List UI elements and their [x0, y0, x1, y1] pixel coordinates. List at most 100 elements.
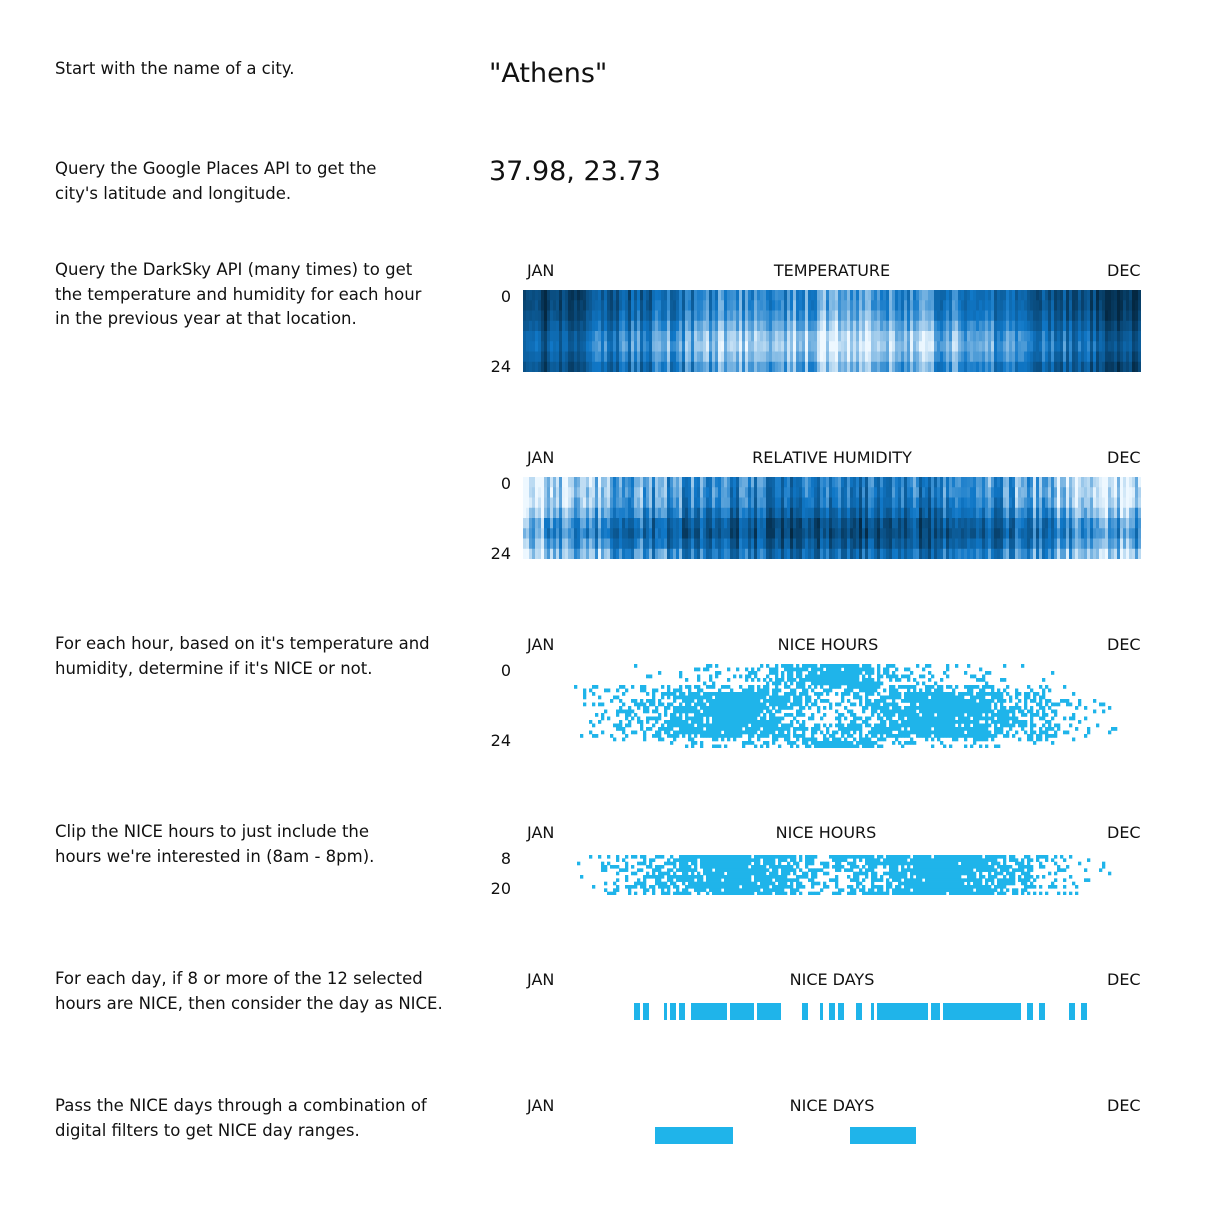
nice-hour-cell: [844, 737, 848, 742]
temperature-cell: [652, 331, 656, 342]
temperature-cell: [736, 361, 740, 372]
humidity-cell: [703, 538, 707, 550]
humidity-cell: [685, 538, 689, 550]
nice-hour-cell: [790, 702, 794, 707]
humidity-cell: [898, 477, 902, 488]
nice-hour-cell: [640, 723, 644, 728]
temperature-cell: [979, 341, 983, 352]
humidity-cell: [652, 487, 656, 498]
humidity-cell: [1123, 518, 1127, 529]
temperature-cell: [985, 320, 989, 332]
humidity-cell: [898, 548, 902, 559]
temperature-cell: [541, 290, 545, 301]
nice-hour-cell: [799, 695, 803, 700]
nice-hour-cell: [889, 734, 893, 738]
nice-hour-cell: [865, 716, 869, 721]
temperature-cell: [937, 351, 941, 363]
temperature-cell: [685, 300, 689, 311]
nice-hour-cell: [853, 730, 857, 735]
humidity-cell: [661, 528, 665, 539]
temperature-cell: [1075, 331, 1079, 342]
temperature-cell: [784, 351, 788, 363]
nice-hour-cell: [823, 737, 827, 742]
humidity-cell: [562, 548, 566, 559]
humidity-cell: [727, 477, 731, 488]
temperature-cell: [1000, 361, 1004, 372]
temperature-cell: [1072, 331, 1076, 342]
nice-hour-cell: [742, 699, 746, 703]
humidity-cell: [895, 507, 899, 519]
humidity-cell: [595, 487, 599, 498]
humidity-cell: [529, 538, 533, 550]
humidity-cell: [547, 518, 551, 529]
nice-hour-cell: [781, 706, 785, 710]
nice-hour-cell: [793, 688, 797, 693]
temperature-cell: [853, 320, 857, 332]
humidity-cell: [1105, 487, 1109, 498]
temperature-cell: [808, 310, 812, 322]
humidity-cell: [1048, 497, 1052, 509]
temperature-cell: [838, 300, 842, 311]
nice-hour-cell: [769, 667, 773, 672]
humidity-cell: [1072, 487, 1076, 498]
temperature-cell: [742, 310, 746, 322]
humidity-cell: [709, 497, 713, 509]
nice-hour-cell: [721, 716, 725, 721]
nice-hour-cell: [688, 699, 692, 703]
humidity-cell: [892, 497, 896, 509]
nice-hour-cell: [790, 713, 794, 717]
nice-hour-cell: [691, 723, 695, 728]
temperature-cell: [745, 351, 749, 363]
nice-hour-cell: [721, 706, 725, 710]
nice-hour-cell: [904, 692, 908, 696]
humidity-cell: [1057, 518, 1061, 529]
temperature-cell: [706, 320, 710, 332]
temperature-cell: [724, 300, 728, 311]
temperature-cell: [655, 320, 659, 332]
temperature-cell: [1048, 300, 1052, 311]
humidity-cell: [790, 477, 794, 488]
nice-hour-cell: [931, 692, 935, 696]
humidity-cell: [721, 487, 725, 498]
temperature-cell: [802, 290, 806, 301]
humidity-cell: [526, 518, 530, 529]
temperature-cell: [781, 351, 785, 363]
nice-hour-cell: [829, 674, 833, 679]
temperature-cell: [952, 351, 956, 363]
humidity-cell: [736, 528, 740, 539]
temperature-cell: [919, 320, 923, 332]
nice-hour-cell: [955, 709, 959, 714]
nice-hour-cell: [871, 734, 875, 738]
humidity-cell: [856, 487, 860, 498]
humidity-cell: [652, 507, 656, 519]
temperature-cell: [670, 320, 674, 332]
nice-hour-cell: [895, 709, 899, 714]
temperature-cell: [544, 310, 548, 322]
humidity-cell: [841, 477, 845, 488]
nice-hour-cell: [790, 678, 794, 682]
humidity-cell: [1087, 538, 1091, 550]
humidity-cell: [1129, 487, 1133, 498]
humidity-cell: [706, 487, 710, 498]
temperature-cell: [829, 290, 833, 301]
temperature-cell: [985, 361, 989, 372]
temperature-cell: [640, 351, 644, 363]
nice-hour-cell: [772, 681, 776, 686]
nice-hour-cell: [907, 706, 911, 710]
nice-hour-cell: [835, 709, 839, 714]
humidity-cell: [1132, 538, 1136, 550]
temperature-cell: [688, 320, 692, 332]
temperature-cell: [535, 300, 539, 311]
nice-hour-cell: [763, 695, 767, 700]
nice-hour-cell: [889, 674, 893, 679]
nice-hour-cell: [787, 734, 791, 738]
temperature-cell: [892, 290, 896, 301]
nice-hour-cell: [859, 727, 863, 731]
temperature-cell: [883, 320, 887, 332]
humidity-cell: [787, 538, 791, 550]
temperature-cell: [913, 320, 917, 332]
nice-hour-cell: [583, 695, 587, 700]
temperature-cell: [745, 320, 749, 332]
humidity-cell: [832, 487, 836, 498]
humidity-cell: [853, 528, 857, 539]
